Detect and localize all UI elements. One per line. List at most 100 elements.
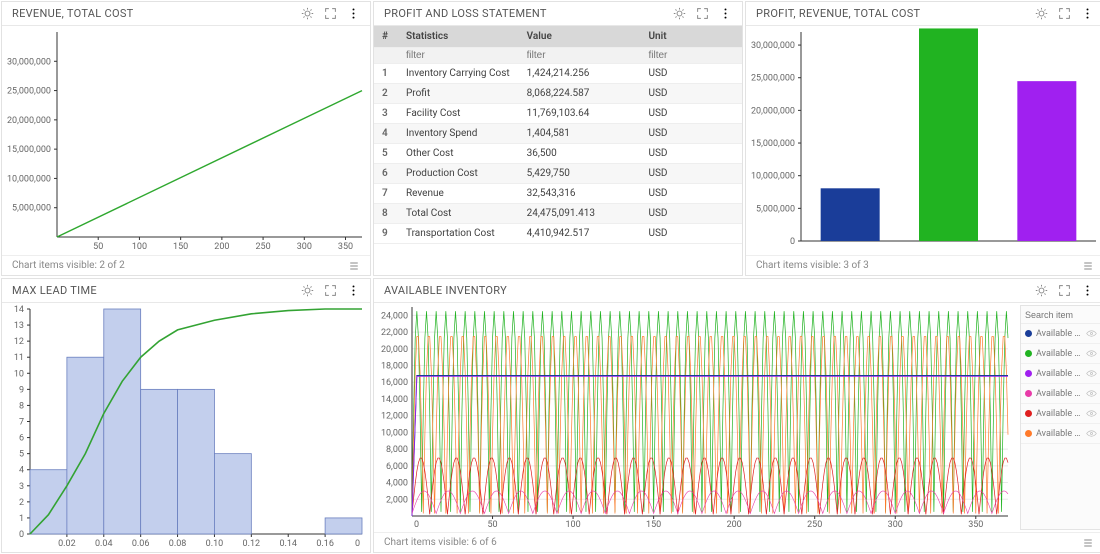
table-row[interactable]: 9Transportation Cost4,410,942.517USD [374,224,742,244]
svg-text:8,000: 8,000 [386,445,408,455]
table-cell: 36,500 [519,144,641,164]
gear-icon[interactable] [1035,7,1048,20]
svg-text:15,000,000: 15,000,000 [751,139,795,149]
legend-item[interactable]: Available Invent… [1021,364,1100,384]
col-stat[interactable]: Statistics [398,26,519,48]
panel-title: REVENUE, TOTAL COST [12,7,301,20]
table-cell: USD [640,184,742,204]
gear-icon[interactable] [301,284,314,297]
svg-text:150: 150 [646,520,661,530]
table-cell: Facility Cost [398,104,519,124]
table-cell: 1,404,581 [519,124,641,144]
legend-label: Available Invent… [1036,349,1082,359]
table-cell: 1,424,214.256 [519,64,641,84]
svg-text:0.02: 0.02 [58,539,76,549]
table-row[interactable]: 8Total Cost24,475,091.413USD [374,204,742,224]
svg-text:25,000,000: 25,000,000 [7,87,51,97]
eye-icon[interactable] [1086,368,1097,379]
chart-area: 05,000,00010,000,00015,000,00020,000,000… [746,26,1100,255]
eye-icon[interactable] [1086,388,1097,399]
list-icon[interactable] [1082,537,1094,549]
panel-title: PROFIT, REVENUE, TOTAL COST [756,7,1035,20]
svg-text:4,000: 4,000 [386,479,408,489]
col-value[interactable]: Value [519,26,641,48]
svg-text:200: 200 [727,520,742,530]
table-header-row: # Statistics Value Unit [374,26,742,48]
table-cell: USD [640,84,742,104]
table-cell: 4 [374,124,398,144]
table-row[interactable]: 2Profit8,068,224.587USD [374,84,742,104]
table-row[interactable]: 3Facility Cost11,769,103.64USD [374,104,742,124]
legend-label: Available Invent… [1036,429,1082,439]
table-row[interactable]: 7Revenue32,543,316USD [374,184,742,204]
svg-text:10,000,000: 10,000,000 [7,174,51,184]
svg-text:100: 100 [565,520,580,530]
legend-color-dot [1025,370,1032,377]
svg-text:20,000,000: 20,000,000 [7,116,51,126]
table-cell: 3 [374,104,398,124]
filter-value[interactable] [527,50,633,61]
expand-icon[interactable] [324,7,337,20]
revenue-cost-line-chart: 5,000,00010,000,00015,000,00020,000,0002… [2,26,370,255]
eye-icon[interactable] [1086,328,1097,339]
legend-item[interactable]: Available Invent… [1021,344,1100,364]
table-row[interactable]: 6Production Cost5,429,750USD [374,164,742,184]
expand-icon[interactable] [696,7,709,20]
legend-label: Available Invent… [1036,409,1082,419]
svg-text:7: 7 [19,418,24,428]
table-row[interactable]: 5Other Cost36,500USD [374,144,742,164]
chart-items-visible: Chart items visible: 2 of 2 [12,260,348,271]
table-filter-row [374,48,742,64]
svg-text:3: 3 [19,482,24,492]
table-cell: 11,769,103.64 [519,104,641,124]
svg-text:250: 250 [255,242,270,252]
table-row[interactable]: 1Inventory Carrying Cost1,424,214.256USD [374,64,742,84]
eye-icon[interactable] [1086,348,1097,359]
expand-icon[interactable] [1058,7,1071,20]
panel-footer: Chart items visible: 3 of 3 [746,255,1100,275]
expand-icon[interactable] [1058,284,1071,297]
chart-area: 5,000,00010,000,00015,000,00020,000,0002… [2,26,370,255]
svg-text:200: 200 [214,242,229,252]
gear-icon[interactable] [301,7,314,20]
table-cell: 2 [374,84,398,104]
legend-item[interactable]: Available Invent… [1021,424,1100,444]
svg-text:22,000: 22,000 [381,328,408,338]
more-icon[interactable] [1081,7,1094,20]
more-icon[interactable] [347,284,360,297]
svg-text:50: 50 [487,520,497,530]
legend-search-input[interactable] [1025,310,1100,320]
panel-title: PROFIT AND LOSS STATEMENT [384,7,673,20]
table-cell: Other Cost [398,144,519,164]
list-icon[interactable] [1082,260,1094,272]
more-icon[interactable] [347,7,360,20]
panel-revenue-total-cost: REVENUE, TOTAL COST 5,000,00010,000,0001… [1,1,371,276]
svg-text:12,000: 12,000 [381,412,408,422]
gear-icon[interactable] [1035,284,1048,297]
table-row[interactable]: 4Inventory Spend1,404,581USD [374,124,742,144]
table-cell: Transportation Cost [398,224,519,244]
list-icon[interactable] [348,260,360,272]
svg-text:5: 5 [19,450,24,460]
legend-item[interactable]: Available Invent… [1021,404,1100,424]
filter-unit[interactable] [648,50,734,61]
expand-icon[interactable] [324,284,337,297]
table-cell: Inventory Carrying Cost [398,64,519,84]
panel-footer: Chart items visible: 2 of 2 [2,255,370,275]
filter-statistics[interactable] [406,50,511,61]
svg-text:0: 0 [19,530,24,540]
eye-icon[interactable] [1086,428,1097,439]
more-icon[interactable] [1081,284,1094,297]
more-icon[interactable] [719,7,732,20]
legend-item[interactable]: Available Invent… [1021,324,1100,344]
col-unit[interactable]: Unit [640,26,742,48]
table-cell: 5,429,750 [519,164,641,184]
legend-item[interactable]: Available Invent… [1021,384,1100,404]
chart-area: 012345678910111213140.020.040.060.080.10… [2,303,370,552]
col-num[interactable]: # [374,26,398,48]
table-cell: USD [640,164,742,184]
table-cell: USD [640,204,742,224]
table-cell: 6 [374,164,398,184]
eye-icon[interactable] [1086,408,1097,419]
gear-icon[interactable] [673,7,686,20]
